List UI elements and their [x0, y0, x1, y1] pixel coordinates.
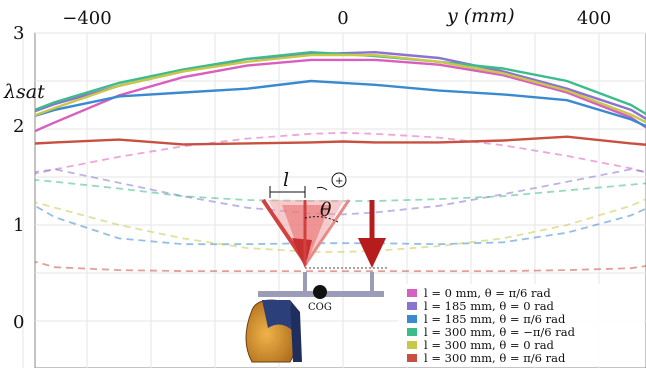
series-line [35, 79, 646, 128]
legend-swatch [407, 289, 417, 297]
x-tick-label: −400 [62, 8, 111, 29]
legend-label: l = 300 mm, θ = −π/6 rad [424, 325, 576, 339]
series-line [35, 53, 646, 124]
y-tick-label: 1 [13, 215, 24, 236]
plus-circle-icon [331, 172, 347, 188]
legend-swatch [407, 341, 417, 349]
y-tick-labels: 3 2 1 0 [13, 23, 24, 333]
theta-arc [304, 216, 339, 223]
x-tick-labels: −400 0 400 [62, 8, 611, 29]
series-line-dashed [35, 198, 646, 253]
series-line [35, 135, 646, 146]
legend-background [398, 284, 644, 366]
rotation-arrow-icon [316, 186, 328, 191]
x-tick-label: 400 [577, 8, 611, 29]
cog-label: COG [308, 302, 332, 313]
legend-label: l = 300 mm, θ = 0 rad [424, 338, 555, 352]
y-tick-label: 3 [13, 23, 24, 44]
series-line-dashed [35, 178, 646, 202]
series-line-dashed [35, 168, 646, 216]
l-label: l [283, 169, 289, 191]
legend-swatch [407, 315, 417, 323]
cog-marker [313, 285, 327, 299]
legend-label: l = 185 mm, θ = 0 rad [424, 299, 555, 313]
x-axis-label: y (mm) [446, 5, 515, 27]
legend-label: l = 300 mm, θ = π/6 rad [424, 351, 566, 365]
y-tick-label: 0 [13, 312, 24, 333]
legend-label: l = 185 mm, θ = π/6 rad [424, 312, 566, 326]
theta-label: θ [320, 199, 332, 221]
robot-diagram: COG l θ + [245, 169, 388, 363]
legend-swatch [407, 302, 417, 310]
y-tick-label: 2 [13, 116, 24, 137]
series-line-dashed [35, 260, 646, 273]
x-tick-label: 0 [337, 8, 348, 29]
y-axis-label: λsat [3, 81, 45, 103]
plus-sign: + [335, 176, 343, 187]
series-line-dashed [35, 131, 646, 175]
legend-label: l = 0 mm, θ = π/6 rad [424, 286, 551, 300]
legend-swatch [407, 354, 417, 362]
force-arrow-light [303, 199, 351, 266]
force-arrow-head [292, 238, 312, 268]
hand-illustration [245, 299, 302, 363]
series-layer [35, 50, 646, 273]
series-line-dashed [35, 204, 646, 246]
force-arrow-right-head [358, 238, 386, 268]
legend-swatch [407, 328, 417, 336]
